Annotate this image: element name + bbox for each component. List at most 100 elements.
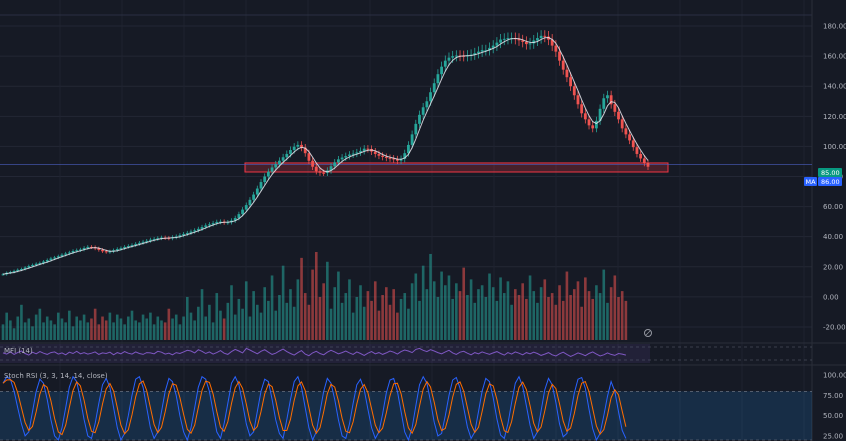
volume-bar	[421, 265, 425, 340]
volume-bar	[211, 322, 215, 340]
candle-body	[521, 40, 525, 42]
volume-bar	[82, 314, 86, 340]
volume-bar	[314, 252, 318, 340]
volume-bar	[576, 281, 580, 340]
volume-bar	[506, 281, 510, 340]
candle-body	[421, 107, 425, 115]
volume-bar	[432, 281, 436, 340]
volume-bar	[204, 316, 208, 340]
candle-body	[219, 221, 222, 223]
volume-bar	[466, 295, 469, 340]
candle-body	[152, 238, 156, 240]
price-tick-label: 60.00	[823, 203, 843, 211]
candle-body	[499, 39, 502, 43]
volume-bar	[189, 312, 193, 340]
volume-bar	[595, 285, 598, 340]
candle-body	[536, 38, 539, 41]
candle-body	[355, 152, 359, 154]
volume-bar	[580, 306, 583, 340]
volume-bar	[244, 281, 248, 340]
candle-body	[53, 257, 56, 259]
stoch-rsi-k-line	[2, 375, 627, 441]
volume-bar	[624, 300, 628, 340]
mfi-line	[2, 347, 627, 357]
volume-bar	[613, 275, 617, 340]
volume-bar	[480, 285, 484, 340]
volume-bar	[127, 316, 130, 340]
stoch-rsi-d-line	[2, 379, 627, 436]
candle-body	[56, 256, 60, 258]
pane-labels: MFI (14) Stoch RSI (3, 3, 14, 14, close)	[4, 347, 108, 380]
volume-bar	[303, 293, 307, 340]
volume-bar	[182, 316, 185, 340]
support-zone-rect[interactable]	[244, 162, 669, 173]
candle-body	[16, 269, 20, 271]
volume-bar	[337, 271, 340, 340]
candle-body	[38, 263, 42, 265]
stoch-rsi-label: Stoch RSI (3, 3, 14, 14, close)	[4, 372, 108, 380]
volume-bar	[101, 316, 104, 340]
volume-bar	[606, 302, 609, 340]
volume-bar	[1, 324, 5, 340]
candle-body	[274, 164, 278, 168]
candle-body	[572, 86, 576, 96]
candle-body	[263, 176, 267, 183]
volume-bar	[222, 318, 226, 340]
volume-bar	[587, 291, 591, 340]
volume-bar	[138, 322, 141, 340]
volume-bar	[514, 289, 517, 340]
price-tick-label: 40.00	[823, 233, 843, 241]
volume-bar	[259, 312, 263, 340]
volume-bar	[370, 300, 373, 340]
candle-body	[595, 120, 598, 129]
volume-bars	[1, 252, 628, 340]
candle-body	[337, 159, 340, 163]
candle-body	[617, 111, 620, 120]
candle-body	[477, 51, 480, 54]
mfi-pane	[0, 344, 812, 363]
stoch-rsi-tick-label: 50.00	[823, 412, 843, 420]
volume-bar	[359, 285, 362, 340]
volume-bar	[340, 302, 344, 340]
volume-bar	[97, 324, 101, 340]
price-tick-label: 180.00	[823, 23, 846, 31]
volume-bar	[270, 275, 274, 340]
volume-bar	[469, 279, 473, 340]
price-tick-label: 100.00	[823, 143, 846, 151]
volume-bar	[79, 320, 82, 340]
volume-bar	[418, 300, 421, 340]
volume-bar	[256, 304, 259, 340]
candle-body	[101, 249, 104, 252]
volume-bar	[219, 310, 222, 340]
volume-bar	[565, 271, 569, 340]
volume-bar	[49, 320, 53, 340]
volume-bar	[351, 312, 355, 340]
candle-body	[49, 258, 53, 261]
candle-body	[27, 266, 31, 268]
candle-body	[189, 231, 193, 233]
mfi-label: MFI (14)	[4, 347, 33, 355]
candle-body	[244, 205, 248, 210]
volume-bar	[495, 300, 499, 340]
volume-bar	[241, 308, 244, 340]
candle-body	[447, 57, 451, 61]
volume-bar	[285, 302, 289, 340]
candle-body	[410, 134, 414, 145]
candle-body	[193, 230, 197, 232]
candle-body	[237, 214, 241, 219]
candle-body	[451, 56, 455, 58]
candle-body	[303, 147, 307, 154]
candle-body	[134, 243, 138, 246]
volume-bar	[532, 291, 536, 340]
candle-body	[480, 50, 484, 52]
price-tick-label: 120.00	[823, 113, 846, 121]
candle-body	[484, 50, 488, 52]
candle-body	[259, 182, 263, 189]
candle-body	[12, 270, 16, 273]
candle-body	[351, 153, 355, 155]
candle-body	[418, 114, 421, 124]
crosshair-marker[interactable]	[644, 329, 652, 337]
volume-bar	[377, 310, 381, 340]
volume-bar	[163, 322, 167, 340]
candle-body	[340, 157, 344, 160]
